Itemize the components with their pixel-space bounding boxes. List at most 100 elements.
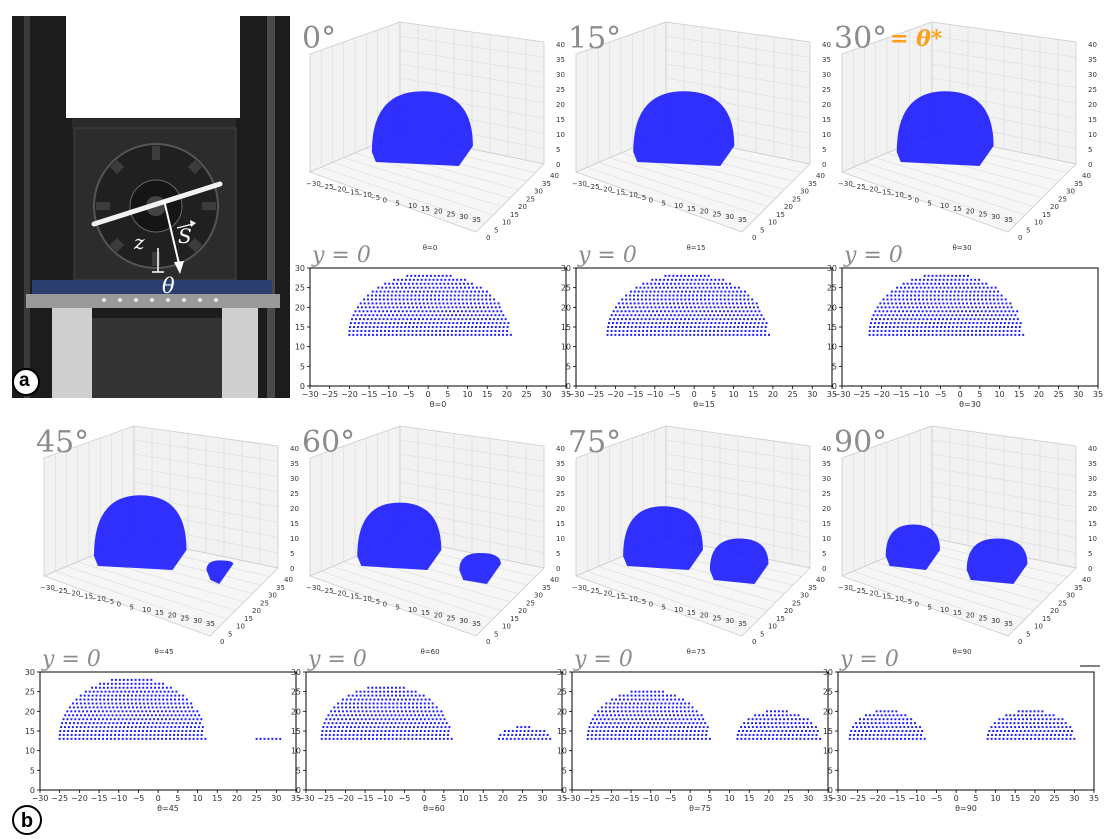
- z-tick-label: 35: [1088, 56, 1097, 64]
- x-tick-label: −30: [302, 390, 319, 399]
- z-tick-label: 20: [822, 101, 831, 109]
- data-point: [739, 294, 742, 297]
- data-point: [997, 290, 1000, 293]
- data-point: [904, 714, 907, 717]
- data-point: [150, 702, 153, 705]
- data-point: [676, 714, 679, 717]
- x-tick-label: 15: [478, 794, 488, 803]
- data-point: [387, 290, 390, 293]
- data-point: [390, 298, 393, 301]
- data-point: [810, 726, 813, 729]
- slice-plot-title: θ=60: [423, 804, 445, 813]
- slice-plot-0: −30 −25 −20 −15 −10 −5 0 5 10 15 20 25 30 35051015202…: [295, 264, 571, 409]
- data-point: [690, 278, 693, 281]
- y-tick-label-3d: 15: [244, 615, 253, 623]
- data-point: [1018, 726, 1021, 729]
- data-point: [435, 706, 438, 709]
- data-point: [880, 733, 883, 736]
- data-point: [630, 326, 633, 328]
- data-point: [421, 714, 424, 717]
- data-point: [92, 706, 95, 709]
- data-point: [653, 290, 656, 293]
- y-tick-label-3d: 25: [526, 599, 535, 607]
- data-point: [406, 274, 409, 277]
- data-point: [677, 737, 680, 740]
- data-point: [923, 314, 926, 317]
- z-tick-label: 30: [822, 71, 831, 79]
- data-point: [652, 722, 655, 725]
- data-point: [88, 722, 91, 725]
- x-tick-label-3d: 30: [459, 617, 468, 625]
- data-point: [402, 690, 405, 693]
- data-point: [458, 333, 461, 336]
- data-point: [804, 730, 807, 732]
- data-point: [729, 286, 732, 289]
- data-point: [689, 333, 692, 336]
- x-tick-label: −5: [403, 390, 415, 399]
- data-point: [943, 274, 946, 277]
- data-point: [648, 310, 651, 313]
- data-point: [1002, 314, 1005, 317]
- x-tick-label-3d: −15: [344, 592, 359, 600]
- data-point: [754, 714, 757, 717]
- data-point: [965, 318, 968, 321]
- data-point: [660, 710, 663, 713]
- data-point: [750, 310, 753, 313]
- data-point: [910, 282, 913, 285]
- data-point: [671, 726, 674, 729]
- data-point: [696, 294, 699, 297]
- data-point: [756, 306, 759, 309]
- data-point: [933, 322, 936, 325]
- data-point: [961, 294, 964, 297]
- data-point: [412, 306, 415, 309]
- data-point: [488, 318, 491, 321]
- data-point: [104, 690, 107, 693]
- data-point: [403, 329, 406, 332]
- data-point: [693, 306, 696, 309]
- data-point: [891, 710, 894, 713]
- data-point: [150, 726, 153, 729]
- data-point: [134, 686, 137, 689]
- data-point: [795, 726, 798, 729]
- data-point: [993, 722, 996, 725]
- data-point: [452, 286, 455, 289]
- data-point: [167, 690, 170, 693]
- data-point: [955, 314, 958, 317]
- data-point: [678, 730, 681, 732]
- data-point: [482, 306, 485, 309]
- data-point: [673, 282, 676, 285]
- data-point: [364, 333, 367, 336]
- data-point: [76, 714, 79, 717]
- data-point: [915, 726, 918, 729]
- data-point: [169, 686, 172, 689]
- data-point: [762, 318, 765, 321]
- data-point: [435, 306, 438, 309]
- data-point: [153, 733, 156, 736]
- data-point: [499, 733, 502, 736]
- data-point: [96, 706, 99, 709]
- data-point: [108, 706, 111, 709]
- data-point: [684, 294, 687, 297]
- x-tick-label-3d: 15: [421, 609, 430, 617]
- y-tick-label-3d: 5: [1026, 226, 1030, 234]
- data-point: [771, 718, 774, 721]
- data-point: [866, 718, 869, 721]
- panel-letter-a: a: [19, 370, 30, 391]
- data-point: [160, 710, 163, 713]
- data-point: [151, 690, 154, 693]
- data-point: [605, 710, 608, 713]
- x-tick-label-3d: 25: [446, 614, 455, 622]
- data-point: [441, 294, 444, 297]
- data-point: [405, 322, 408, 325]
- data-point: [192, 710, 195, 713]
- data-point: [469, 298, 472, 301]
- data-point: [431, 730, 434, 732]
- data-point: [699, 318, 702, 321]
- x-tick-label: 0: [422, 794, 427, 803]
- data-point: [402, 686, 405, 689]
- data-point: [653, 329, 656, 332]
- data-point: [176, 718, 179, 721]
- data-point: [642, 306, 645, 309]
- data-point: [353, 710, 356, 713]
